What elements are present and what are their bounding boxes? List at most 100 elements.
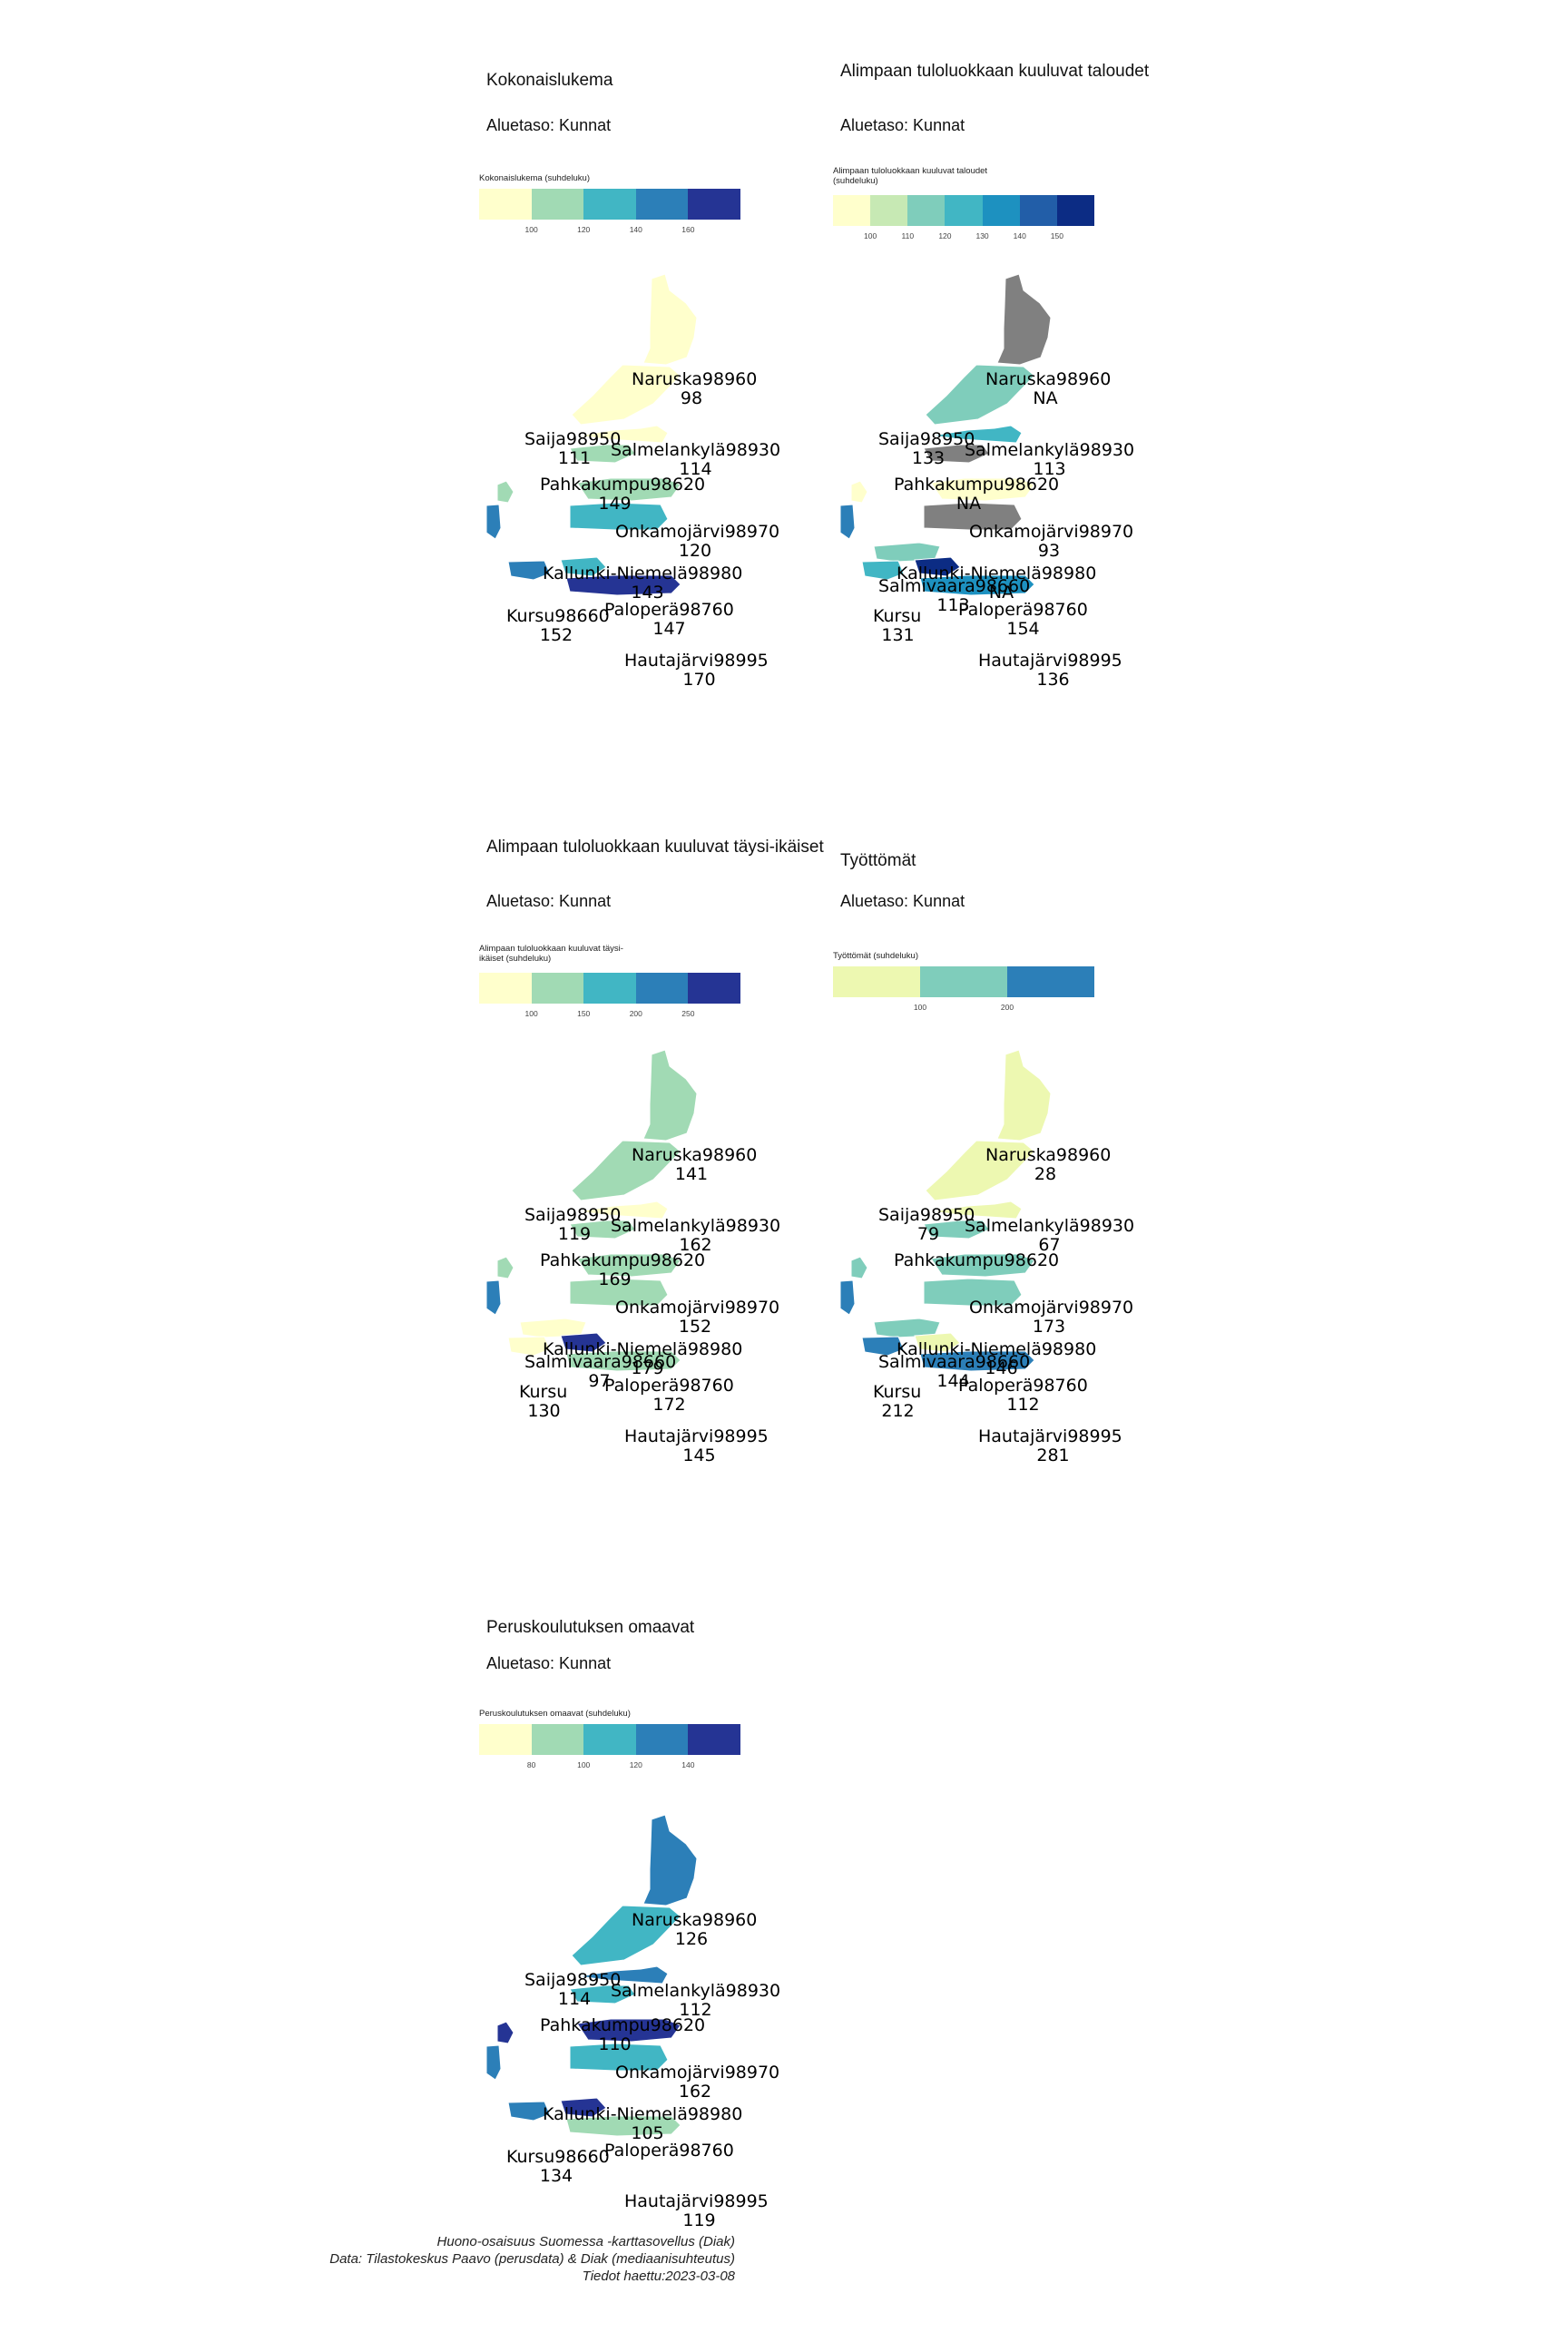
panel-title: Peruskoulutuksen omaavat: [486, 1618, 695, 1637]
region-label-palopera98760: Paloperä98760: [604, 2141, 734, 2161]
region-label-naruska98960: Naruska98960: [985, 369, 1111, 389]
legend-swatch: [635, 189, 689, 220]
region-value-kursu: 131: [881, 625, 914, 645]
region-value-salmivaara98660: 144: [936, 1371, 969, 1391]
map-panel-peruskoulutuksen-omaavat: Peruskoulutuksen omaavat Aluetaso: Kunna…: [479, 1606, 833, 2350]
region-value-naruska98960: NA: [1033, 388, 1057, 408]
region-label-saija98950: Saija98950: [524, 1970, 621, 1990]
region-kallunki-niemela98980: [923, 502, 1023, 531]
region-value-saija98950: 111: [558, 448, 591, 468]
region-label-pahkakumpu98620: Pahkakumpu98620: [540, 2015, 705, 2035]
region-label-hautajarvi98995: Hautajärvi98995: [624, 1426, 769, 1446]
region-naruska98960: [642, 273, 698, 366]
region-kursu: [861, 1336, 905, 1357]
region-label-salmivaara98660: Salmivaara98660: [878, 1352, 1030, 1372]
region-salla: [496, 1256, 514, 1279]
panel-subtitle: Aluetaso: Kunnat: [840, 892, 965, 910]
legend-tick-label: 80: [526, 1760, 536, 1769]
region-palopera98760: [914, 1332, 961, 1353]
region-saija98950: [578, 425, 669, 444]
legend-ticks: 80 100 120 140: [479, 1760, 740, 1771]
legend-tick-label: 200: [1000, 1003, 1014, 1012]
region-value-kursu98660: 134: [540, 2166, 573, 2186]
legend-swatch: [479, 189, 532, 220]
legend-title: Kokonaislukema (suhdeluku): [479, 173, 590, 183]
legend-tick-label: 100: [864, 231, 877, 240]
region-saija98950: [932, 1200, 1023, 1220]
legend-ticks: 100 150 200 250: [479, 1009, 740, 1020]
legend-swatch: [583, 973, 636, 1004]
legend-swatch: [945, 195, 983, 226]
region-salmelankyla98930: [571, 1140, 681, 1201]
legend-ticks: 100 200: [833, 1003, 1094, 1014]
region-kursu: [507, 1336, 551, 1357]
region-naruska98960: [996, 273, 1052, 366]
legend-swatch: [1019, 195, 1057, 226]
region-kelloselka: [839, 1279, 856, 1316]
region-kelloselka: [485, 2044, 502, 2081]
region-label-pahkakumpu98620: Pahkakumpu98620: [894, 1250, 1059, 1270]
region-label-palopera98760: Paloperä98760: [958, 600, 1088, 620]
legend-tick-label: 120: [577, 225, 591, 234]
region-salla: [850, 1256, 868, 1279]
region-label-kursu: Kursu: [873, 1382, 921, 1402]
legend-tick-label: 130: [975, 231, 989, 240]
region-label-kallunki-niemela98980: Kallunki-Niemelä98980: [543, 1339, 742, 1359]
region-value-salmelankyla98930: 114: [679, 459, 711, 479]
region-label-saija98950: Saija98950: [524, 429, 621, 449]
region-label-palopera98760: Paloperä98760: [604, 1376, 734, 1396]
region-value-pahkakumpu98620: 110: [598, 2034, 631, 2054]
legend-tick-label: 150: [1050, 231, 1063, 240]
legend-tick-label: 100: [913, 1003, 927, 1012]
region-value-onkamojarvi98970: 173: [1033, 1317, 1065, 1337]
region-value-pahkakumpu98620: NA: [956, 494, 981, 514]
region-value-kallunki-niemela98980: 105: [631, 2123, 663, 2143]
region-hautajarvi98995: [565, 574, 681, 596]
region-value-hautajarvi98995: 281: [1036, 1446, 1069, 1465]
region-value-salmelankyla98930: 67: [1038, 1235, 1060, 1255]
legend-color-bar: [479, 973, 740, 1004]
region-onkamojarvi98970: [576, 1253, 681, 1278]
legend-swatch: [479, 1724, 532, 1755]
panel-title: Kokonaislukema: [486, 71, 613, 90]
region-label-salmelankyla98930: Salmelankylä98930: [965, 1216, 1134, 1236]
region-kelloselka: [485, 1279, 502, 1316]
region-pahkakumpu98620: [923, 444, 990, 464]
region-value-onkamojarvi98970: 93: [1038, 541, 1060, 561]
legend-tick-label: 100: [524, 225, 538, 234]
region-kursu98660: [507, 2101, 551, 2122]
legend-tick-label: 250: [681, 1009, 695, 1018]
map-panel-kokonaislukema: Kokonaislukema Aluetaso: Kunnat Kokonais…: [479, 65, 833, 809]
region-label-pahkakumpu98620: Pahkakumpu98620: [894, 475, 1059, 495]
region-pahkakumpu98620: [569, 444, 636, 464]
legend-swatch: [583, 189, 636, 220]
region-label-salmelankyla98930: Salmelankylä98930: [611, 1216, 780, 1236]
region-kursu: [861, 560, 905, 581]
region-value-naruska98960: 126: [675, 1929, 708, 1949]
legend-tick-label: 140: [629, 225, 642, 234]
region-label-hautajarvi98995: Hautajärvi98995: [624, 2191, 769, 2211]
region-palopera98760: [560, 556, 607, 577]
region-salla: [496, 2021, 514, 2044]
region-label-kallunki-niemela98980: Kallunki-Niemelä98980: [543, 2104, 742, 2124]
region-onkamojarvi98970: [576, 477, 681, 502]
region-palopera98760: [560, 1332, 607, 1353]
legend-swatch: [907, 195, 946, 226]
region-hautajarvi98995: [565, 1350, 681, 1372]
legend-swatch: [982, 195, 1020, 226]
region-salmelankyla98930: [925, 1140, 1035, 1201]
region-label-palopera98760: Paloperä98760: [958, 1376, 1088, 1396]
region-value-kursu: 212: [881, 1401, 914, 1421]
legend-ticks: 100 110 120 130 140 150: [833, 231, 1094, 242]
region-saija98950: [932, 425, 1023, 444]
region-label-onkamojarvi98970: Onkamojärvi98970: [969, 522, 1133, 542]
region-naruska98960: [642, 1814, 698, 1906]
legend-swatch: [531, 1724, 584, 1755]
region-value-salmivaara98660: 97: [588, 1371, 610, 1391]
region-value-hautajarvi98995: 145: [682, 1446, 715, 1465]
footer-retrieved-date: Tiedot haettu:2023-03-08: [582, 2269, 735, 2284]
region-label-saija98950: Saija98950: [878, 1205, 975, 1225]
legend-swatch: [1007, 966, 1094, 997]
region-value-hautajarvi98995: 119: [682, 2210, 715, 2230]
